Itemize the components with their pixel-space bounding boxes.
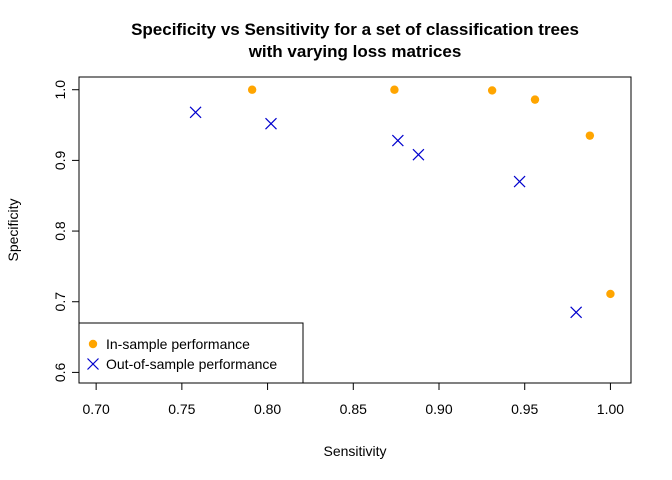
legend-box [78, 322, 304, 384]
y-axis-label: Specificity [5, 198, 21, 261]
legend-entry-in-sample: In-sample performance [106, 336, 250, 352]
x-tick-label: 0.95 [511, 401, 538, 417]
x-tick-label: 0.70 [83, 401, 110, 417]
in-sample-point [390, 85, 399, 94]
legend-entry-out-of-sample: Out-of-sample performance [106, 356, 277, 372]
y-tick-label: 0.7 [52, 292, 68, 312]
x-tick-label: 1.00 [597, 401, 624, 417]
out-of-sample-point [570, 306, 583, 319]
legend: In-sample performance Out-of-sample perf… [78, 322, 304, 384]
legend-marker-out-of-sample [87, 358, 99, 370]
x-tick-label: 0.90 [425, 401, 452, 417]
y-tick-label: 0.9 [52, 150, 68, 170]
x-axis-label: Sensitivity [323, 443, 386, 459]
x-tick-label: 0.85 [340, 401, 367, 417]
legend-marker-in-sample [88, 339, 98, 349]
y-tick-label: 0.8 [52, 221, 68, 241]
in-sample-point [606, 289, 615, 299]
x-axis: 0.70 0.75 0.80 0.85 0.90 0.95 1.00 [83, 382, 624, 417]
y-axis: 0.6 0.7 0.8 0.9 1.0 [52, 80, 80, 382]
out-of-sample-point [391, 134, 404, 147]
chart-title-line-1: Specificity vs Sensitivity for a set of … [131, 20, 579, 39]
in-sample-point [247, 85, 257, 94]
in-sample-point [487, 86, 497, 95]
out-of-sample-point [189, 106, 202, 119]
x-tick-label: 0.75 [168, 401, 195, 417]
in-sample-point [530, 95, 540, 104]
out-of-sample-point [412, 148, 425, 161]
out-of-sample-point [265, 117, 277, 130]
y-tick-label: 0.6 [52, 362, 68, 382]
x-tick-label: 0.80 [254, 401, 281, 417]
chart-title-line-2: with varying loss matrices [248, 42, 462, 61]
data-points [189, 85, 615, 319]
y-tick-label: 1.0 [52, 80, 68, 100]
in-sample-point [585, 131, 595, 140]
out-of-sample-point [513, 175, 526, 188]
